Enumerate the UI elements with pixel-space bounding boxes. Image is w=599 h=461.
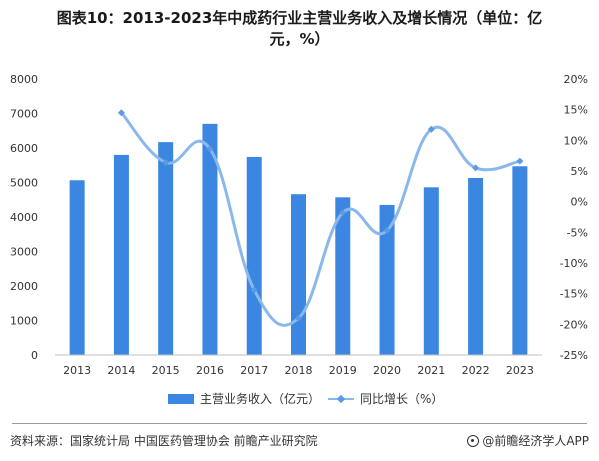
x-tick-label: 2016 [196, 364, 224, 377]
bar-2019 [335, 197, 351, 355]
legend-line-label: 同比增长（%） [360, 392, 444, 406]
bar-2013 [69, 180, 85, 355]
growth-marker-2022 [472, 164, 480, 172]
y-left-tick-label: 3000 [10, 246, 38, 259]
y-right-tick-label: 15% [564, 104, 588, 117]
footer-divider [12, 423, 587, 424]
legend-line-swatch [328, 394, 354, 404]
legend-item-bar: 主营业务收入（亿元） [168, 390, 320, 407]
x-tick-label: 2013 [63, 364, 91, 377]
y-left-tick-label: 2000 [10, 280, 38, 293]
source-note: 资料来源：国家统计局 中国医药管理协会 前瞻产业研究院 [10, 434, 318, 448]
bar-2023 [512, 166, 528, 355]
bar-2021 [423, 187, 439, 355]
growth-marker-2014 [117, 109, 125, 117]
y-right-tick-label: -10% [560, 257, 588, 270]
growth-marker-2017 [250, 286, 258, 294]
bar-2016 [202, 123, 218, 355]
growth-marker-2020 [383, 226, 391, 234]
growth-marker-2018 [295, 314, 302, 322]
x-tick-label: 2014 [107, 364, 135, 377]
growth-marker-2023 [516, 157, 524, 165]
brand-label: @前瞻经济学人APP [482, 434, 589, 448]
y-right-tick-label: -20% [560, 318, 588, 331]
brand-note: @前瞻经济学人APP [467, 432, 589, 449]
y-right-tick-label: -15% [560, 288, 588, 301]
chart-title-line2: 元，%） [269, 30, 330, 48]
bar-2020 [379, 204, 395, 355]
x-tick-label: 2020 [373, 364, 401, 377]
bar-2022 [468, 178, 484, 355]
bar-2015 [158, 142, 174, 355]
legend-item-line: 同比增长（%） [328, 390, 443, 407]
x-tick-label: 2015 [152, 364, 180, 377]
chart-title-line1: 图表10：2013-2023年中成药行业主营业务收入及增长情况（单位：亿 [56, 9, 543, 27]
y-left-tick-label: 7000 [10, 108, 38, 121]
y-left-tick-label: 0 [31, 349, 38, 362]
x-tick-label: 2023 [506, 364, 534, 377]
bar-2017 [246, 156, 262, 355]
legend-bar-swatch [168, 393, 194, 404]
y-right-tick-label: 10% [564, 134, 588, 147]
y-right-tick-label: 20% [564, 73, 588, 86]
y-right-tick-label: -25% [560, 349, 588, 362]
x-tick-label: 2017 [240, 364, 268, 377]
y-left-tick-label: 6000 [10, 142, 38, 155]
bar-2014 [113, 154, 129, 355]
y-right-tick-label: -5% [567, 226, 588, 239]
growth-marker-2021 [427, 125, 435, 133]
y-left-tick-label: 5000 [10, 177, 38, 190]
growth-marker-2019 [339, 209, 347, 217]
x-tick-label: 2021 [417, 364, 445, 377]
x-tick-label: 2019 [329, 364, 357, 377]
x-tick-label: 2018 [285, 364, 313, 377]
y-left-tick-label: 8000 [10, 73, 38, 86]
y-right-tick-label: 5% [571, 165, 588, 178]
y-left-tick-label: 1000 [10, 315, 38, 328]
brand-logo-icon [467, 434, 480, 447]
legend-bar-label: 主营业务收入（亿元） [200, 392, 321, 406]
y-right-tick-label: 0% [571, 196, 588, 209]
bar-2018 [291, 194, 306, 355]
growth-line [120, 111, 521, 327]
chart-title: 图表10：2013-2023年中成药行业主营业务收入及增长情况（单位：亿 元，%… [0, 8, 599, 50]
x-tick-label: 2022 [462, 364, 490, 377]
y-left-tick-label: 4000 [10, 211, 38, 224]
growth-marker-2015 [162, 158, 170, 166]
growth-marker-2016 [206, 145, 214, 153]
